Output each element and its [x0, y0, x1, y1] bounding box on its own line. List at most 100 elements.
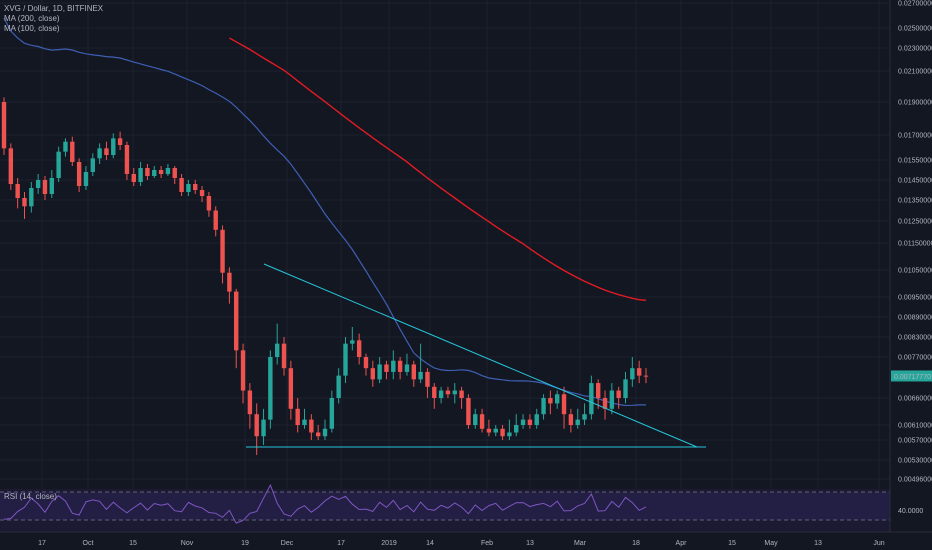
time-tick-label: 19 — [241, 540, 249, 547]
candle-body — [172, 168, 177, 178]
candle-body — [636, 368, 642, 376]
price-tick-label: 0.00530000 — [898, 458, 932, 465]
candle-body — [117, 138, 123, 145]
last-price-badge — [891, 370, 932, 382]
candle-body — [145, 168, 150, 176]
candle-body — [411, 364, 416, 380]
candle-body — [268, 357, 273, 420]
candle-body — [104, 148, 109, 155]
candle-body — [158, 170, 164, 174]
price-tick-label: 0.00950000 — [898, 295, 932, 302]
price-axis[interactable]: 0.02700000 0.02500000 0.02300000 0.02100000… — [889, 0, 932, 550]
rsi-level-label: 40.0000 — [898, 508, 923, 515]
time-tick-label: 17 — [337, 540, 345, 547]
candle-body — [261, 419, 266, 437]
ma-100-line — [3, 17, 646, 407]
candle-body — [356, 340, 362, 357]
candle-body — [623, 379, 628, 398]
candle-body — [473, 414, 478, 425]
resistance-trendline — [263, 263, 698, 448]
candle-body — [397, 360, 403, 372]
candle-body — [630, 368, 635, 380]
candle-body — [90, 158, 95, 172]
candle-body — [452, 390, 457, 395]
candle-body — [404, 364, 410, 372]
candle-body — [466, 398, 471, 425]
price-tick-label: 0.00570000 — [898, 438, 932, 445]
candle-body — [206, 196, 212, 211]
candle-body — [234, 291, 239, 351]
price-tick-label: 0.01250000 — [898, 219, 932, 226]
rsi-line — [3, 483, 647, 524]
price-tick-label: 0.02300000 — [898, 46, 932, 53]
candle-body — [520, 419, 526, 425]
candle-body — [555, 394, 560, 404]
candle-body — [527, 419, 533, 425]
chart-legend: XVG / Dollar, 1D, BITFINEX MA (200, clos… — [4, 4, 103, 34]
time-tick-label: May — [764, 540, 778, 547]
rsi-label: RSI (14, close) — [4, 492, 57, 501]
candle-body — [541, 398, 546, 415]
candle-body — [377, 364, 382, 380]
candle-body — [309, 419, 314, 433]
candle-body — [138, 168, 143, 182]
chart-title: XVG / Dollar, 1D, BITFINEX — [4, 4, 104, 13]
candle-body — [595, 383, 601, 398]
candle-body — [589, 383, 594, 415]
candle-body — [479, 414, 485, 429]
time-axis[interactable]: 17 Oct 15 Nov 19 Dec 17 2019 14 Feb 13 Mar 18 Apr 15 Ma… — [0, 531, 932, 547]
candle-body — [609, 390, 615, 409]
candle-body — [247, 390, 253, 415]
candle-body — [76, 162, 82, 186]
candle-body — [548, 398, 553, 404]
candle-body — [336, 375, 341, 398]
time-tick-label: 14 — [426, 540, 434, 547]
rsi-band — [0, 492, 890, 520]
candle-body — [220, 229, 225, 273]
price-tick-label: 0.01900000 — [898, 100, 932, 107]
ma100-label: MA (100, close) — [4, 24, 60, 33]
price-tick-label: 0.01350000 — [898, 198, 932, 205]
candle-body — [643, 375, 649, 377]
candle-body — [370, 368, 376, 380]
price-tick-label: 0.02700000 — [898, 1, 932, 8]
trendlines — [246, 263, 706, 448]
price-tick-label: 0.00496000 — [898, 477, 932, 484]
candle-body — [315, 432, 321, 437]
candle-body — [56, 151, 61, 178]
candle-body — [493, 428, 498, 433]
candle-body — [507, 432, 512, 437]
candle-body — [568, 414, 574, 425]
price-tick-label: 0.01550000 — [898, 158, 932, 165]
time-tick-label: 13 — [526, 540, 534, 547]
candle-body — [459, 390, 464, 398]
candle-body — [534, 414, 539, 425]
candle-body — [384, 364, 389, 372]
price-tick-label: 0.01150000 — [898, 241, 932, 248]
price-tick-label: 0.02100000 — [898, 69, 932, 76]
candle-body — [363, 357, 369, 369]
candle-body — [302, 419, 307, 425]
candles — [1, 97, 649, 455]
ma200-label: MA (200, close) — [4, 14, 60, 23]
candle-body — [350, 340, 355, 344]
price-tick-label: 0.01700000 — [898, 133, 932, 140]
candle-body — [486, 428, 492, 433]
candle-body — [152, 170, 157, 176]
time-tick-label: 17 — [38, 540, 46, 547]
candle-body — [582, 414, 587, 420]
time-tick-label: Apr — [676, 540, 688, 547]
price-tick-label: 0.00610000 — [898, 423, 932, 430]
candle-body — [445, 390, 451, 395]
price-tick-label: 0.02500000 — [898, 26, 932, 33]
time-tick-label: Dec — [281, 540, 294, 547]
candle-body — [8, 148, 14, 184]
time-tick-label: Feb — [481, 540, 493, 547]
candle-body — [438, 390, 444, 398]
time-tick-label: Nov — [181, 540, 194, 547]
last-price-label: 0.00717770 — [894, 374, 931, 381]
time-tick-label: Mar — [574, 540, 587, 547]
candle-body — [22, 198, 27, 207]
candle-body — [418, 371, 423, 380]
